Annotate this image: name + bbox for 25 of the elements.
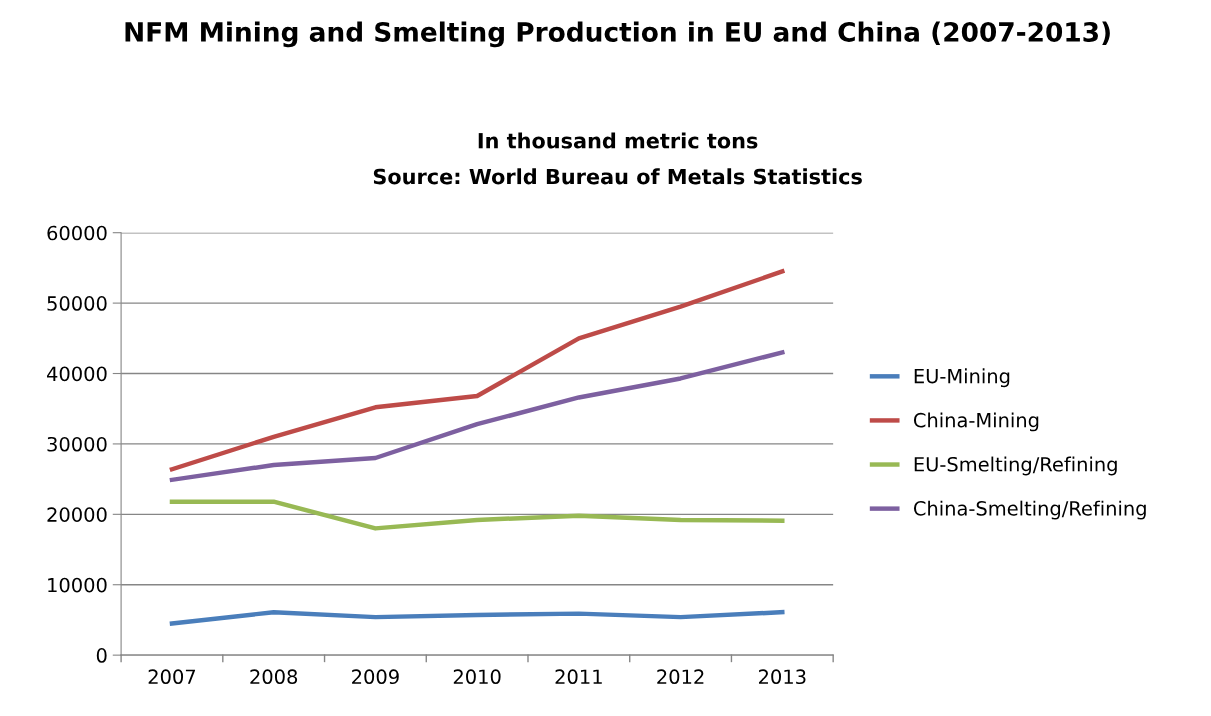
x-tick-label: 2013 — [758, 669, 806, 685]
chart-title: NFM Mining and Smelting Production in EU and China (2007-2013) — [125, 21, 1110, 48]
x-tick-label: 2012 — [657, 669, 704, 685]
legend-label: EU-Smelting/Refining — [914, 456, 1117, 476]
line-series — [169, 609, 785, 626]
line-series — [169, 350, 785, 483]
x-tick-label: 2010 — [453, 669, 501, 685]
source-note: Source: World Bureau of Metals Statistics — [373, 168, 862, 185]
y-tick-label: 0 — [96, 648, 107, 663]
legend-label: China-Smelting/Refining — [913, 500, 1146, 520]
y-tick-label: 50000 — [47, 296, 107, 311]
x-tick-label: 2008 — [250, 669, 298, 685]
line-series — [169, 269, 785, 472]
y-tick-label: 40000 — [47, 366, 107, 382]
x-tick-label: 2007 — [148, 669, 196, 685]
x-tick-label: 2011 — [555, 669, 602, 685]
y-tick-label: 30000 — [47, 436, 107, 452]
y-tick-label: 10000 — [48, 577, 107, 593]
line-series — [169, 499, 785, 531]
y-tick-label: 60000 — [47, 225, 107, 241]
x-tick-label: 2009 — [352, 669, 399, 685]
legend-label: EU-Mining — [914, 368, 1010, 388]
y-tick-label: 20000 — [47, 507, 107, 522]
legend-label: China-Mining — [913, 412, 1039, 432]
chart-subtitle: In thousand metric tons — [478, 132, 758, 149]
